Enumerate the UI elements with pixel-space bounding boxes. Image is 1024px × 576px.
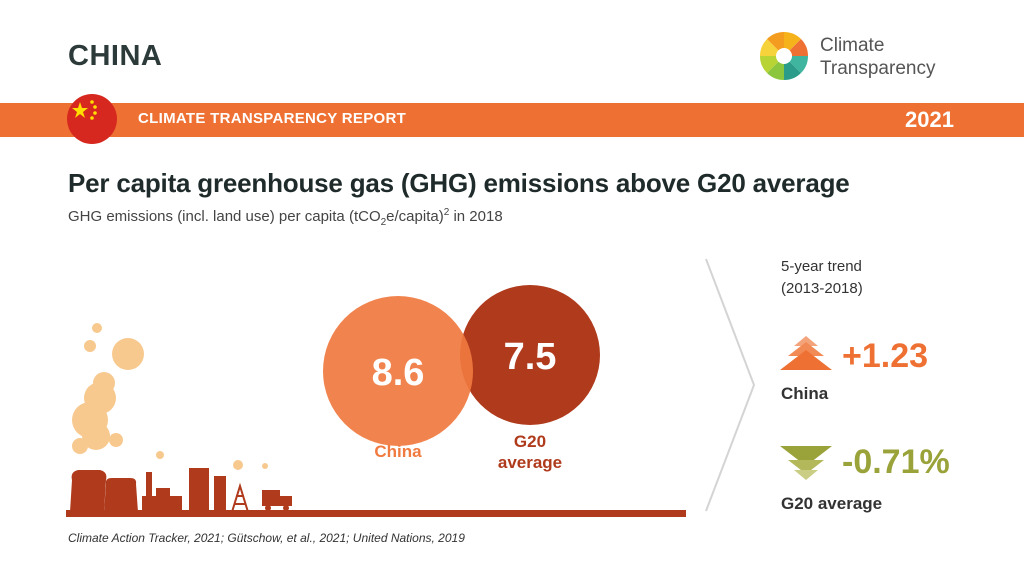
bubble-china	[323, 296, 473, 446]
trend-down-icon	[780, 446, 832, 480]
subtitle-sub: 2	[380, 217, 387, 228]
report-label: CLIMATE TRANSPARENCY REPORT	[138, 110, 407, 127]
trend-g20-value: -0.71%	[842, 443, 950, 481]
smoke-illustration	[72, 323, 268, 470]
trend-g20-label: G20 average	[781, 494, 883, 513]
category-label-g20-average: G20 average	[498, 432, 562, 472]
bubble-value-china: 8.6	[372, 352, 425, 394]
report-band	[0, 103, 1024, 137]
country-title: CHINA	[68, 40, 163, 72]
subtitle-part1: GHG emissions (incl. land use) per capit…	[68, 208, 381, 225]
bubble-g20-average	[460, 285, 600, 425]
chart-headline: Per capita greenhouse gas (GHG) emission…	[68, 168, 850, 198]
report-year: 2021	[905, 107, 954, 132]
trend-title: 5-year trend (2013-2018)	[781, 256, 921, 300]
subtitle-part3: in 2018	[449, 208, 503, 225]
china-flag-icon	[67, 94, 117, 144]
bubble-value-g20-average: 7.5	[504, 336, 557, 378]
trend-china-value: +1.23	[842, 337, 929, 375]
source-note: Climate Action Tracker, 2021; Gütschow, …	[68, 531, 465, 545]
brand-name-line1: Climate	[820, 35, 885, 56]
trend-china-label: China	[781, 384, 829, 403]
category-label-china: China	[374, 442, 422, 461]
trend-up-icon	[780, 336, 832, 370]
chart-subtitle: GHG emissions (incl. land use) per capit…	[68, 207, 503, 228]
subtitle-sup: 2	[443, 207, 450, 218]
emissions-chart: 8.6 7.5 China G20 average	[66, 285, 686, 517]
divider-chevron	[705, 258, 756, 512]
brand-name-line2: Transparency	[820, 58, 936, 79]
subtitle-part2: e/capita)	[386, 208, 444, 225]
climate-transparency-logo	[759, 31, 809, 81]
trend-title-line1: 5-year trend	[781, 258, 862, 275]
trend-title-line2: (2013-2018)	[781, 280, 863, 297]
bubble-series: 8.6 7.5 China G20 average	[323, 285, 600, 472]
brand-name: Climate Transparency	[820, 34, 935, 80]
industry-illustration	[66, 468, 686, 517]
